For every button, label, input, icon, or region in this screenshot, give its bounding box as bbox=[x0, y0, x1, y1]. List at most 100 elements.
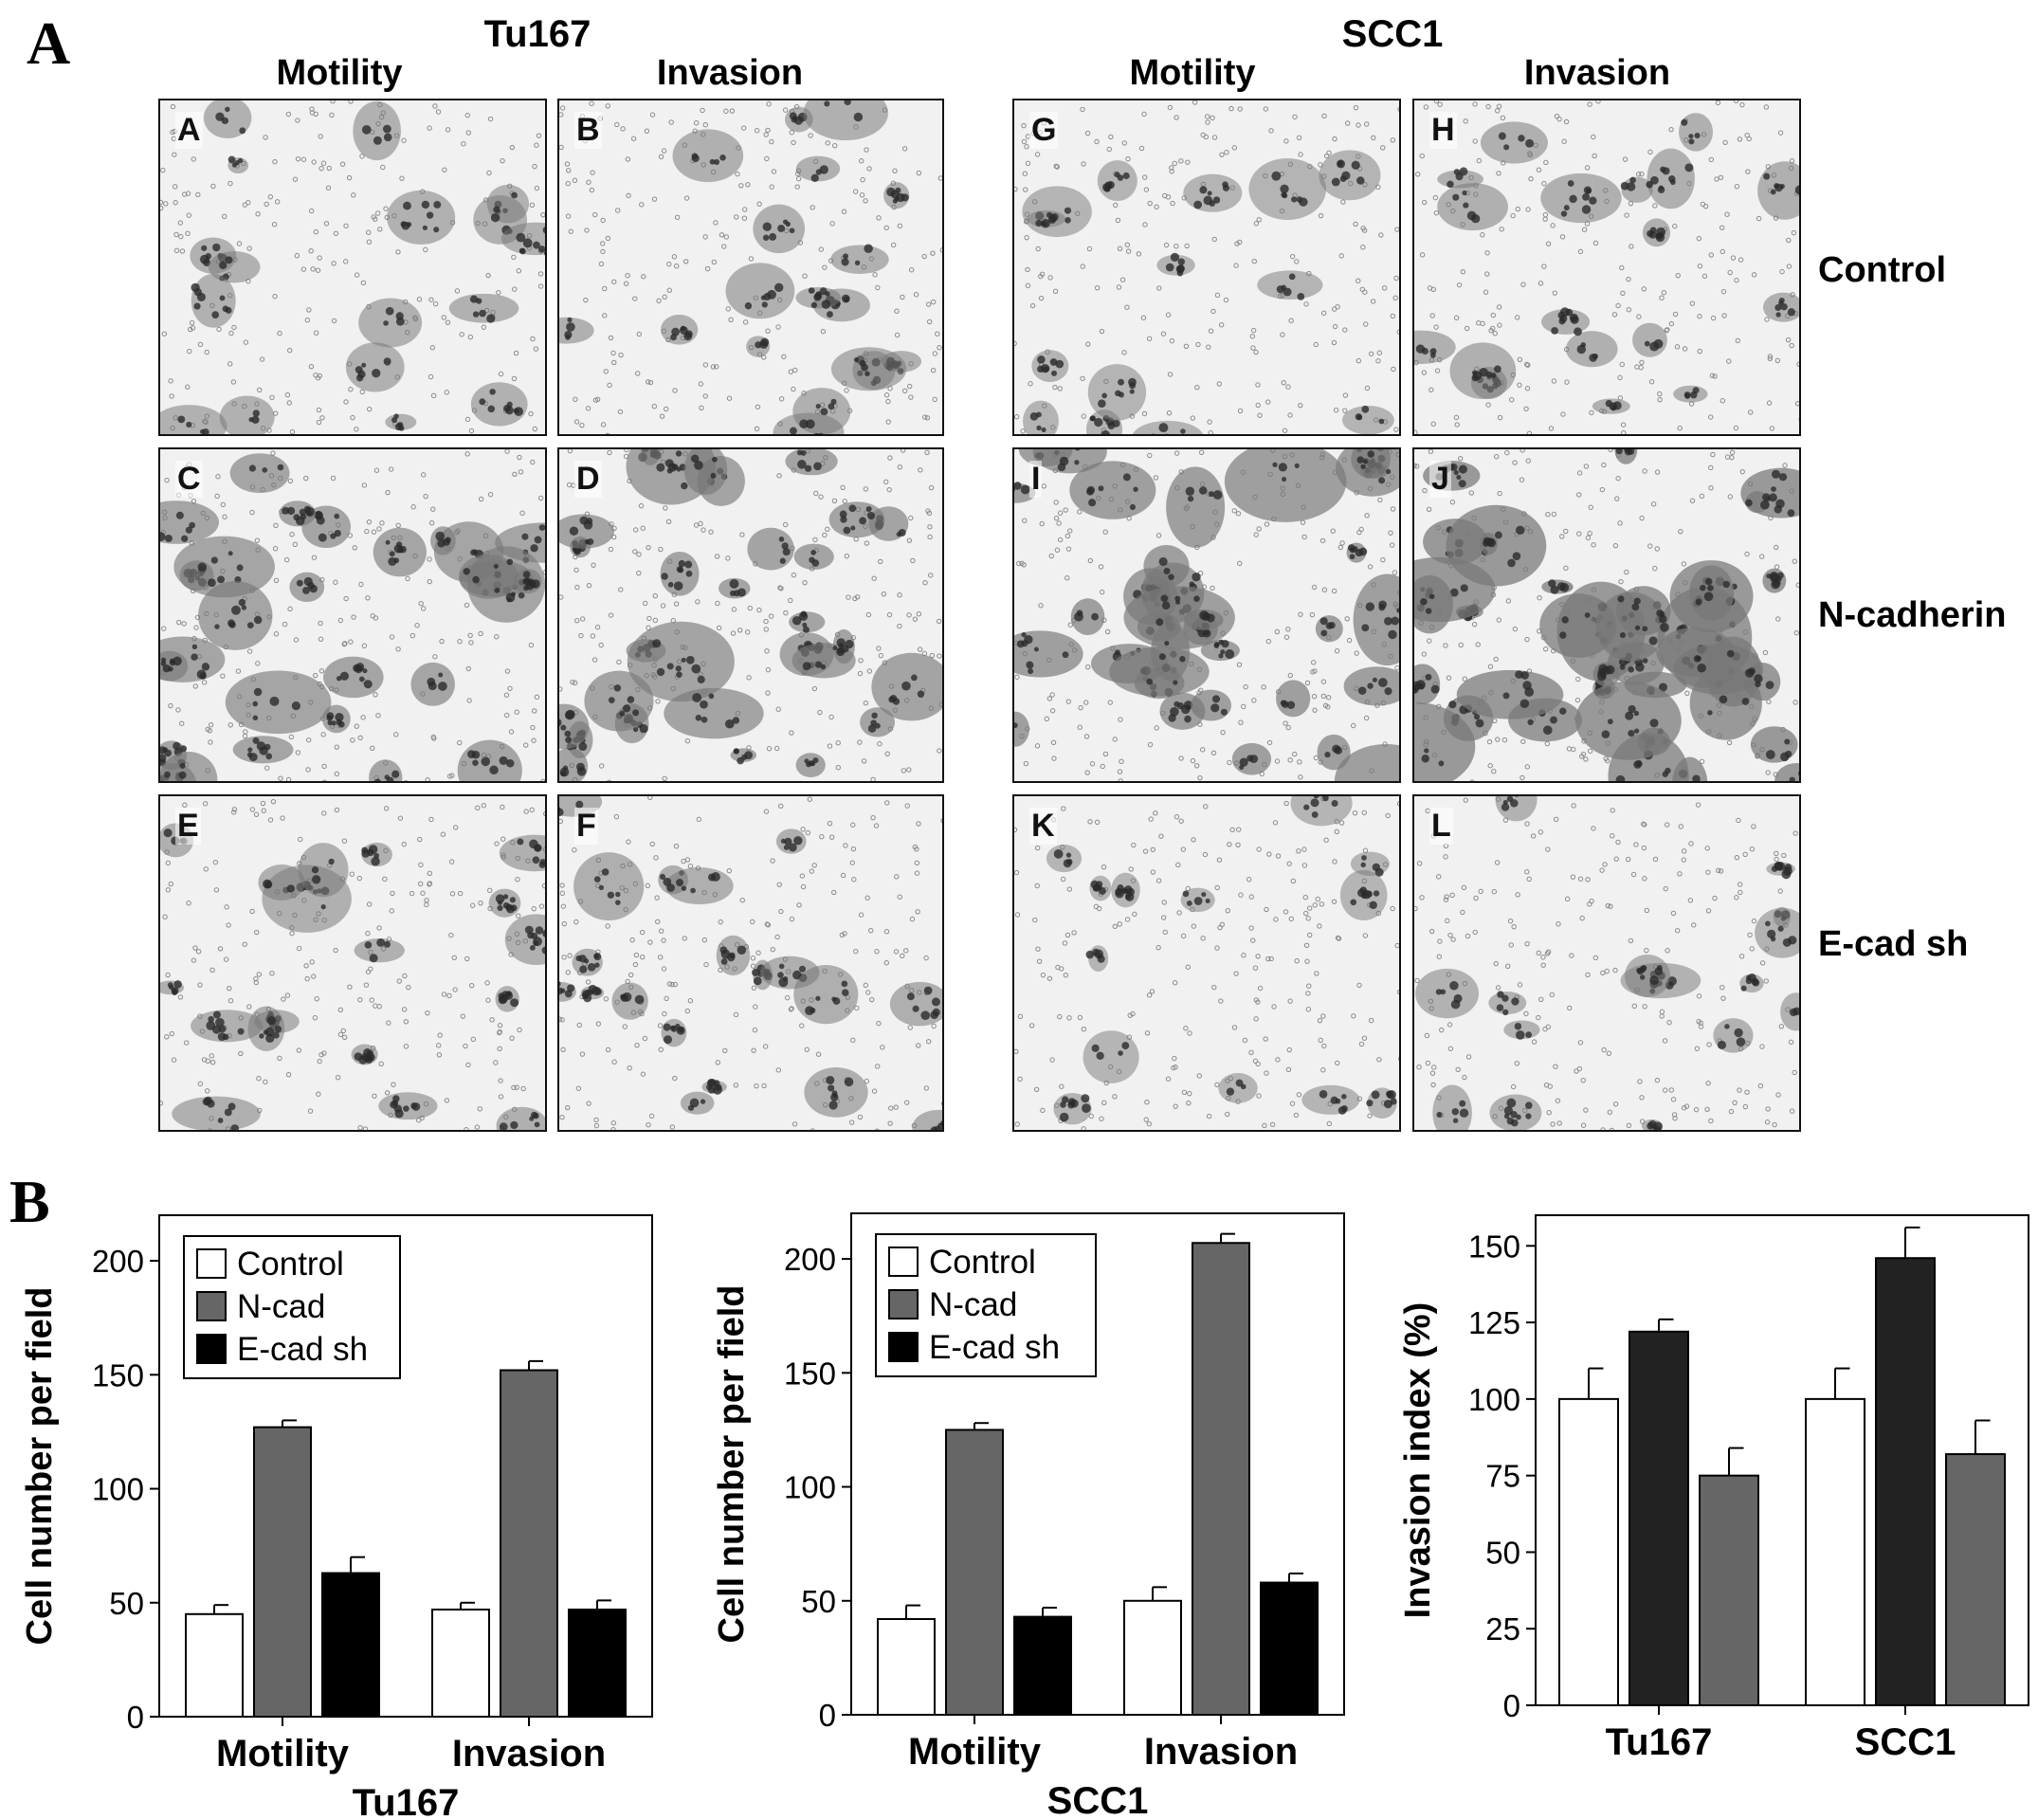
col-title-scc1-invasion: Invasion bbox=[1523, 53, 1671, 93]
y-tick-label: 75 bbox=[1485, 1459, 1520, 1494]
micrograph-b: B bbox=[557, 99, 944, 436]
legend-swatch bbox=[888, 1247, 919, 1277]
y-tick-label: 50 bbox=[109, 1586, 144, 1621]
micrograph-texture bbox=[559, 100, 942, 434]
panel-a-letter: A bbox=[27, 9, 71, 77]
micrograph-texture bbox=[1414, 796, 1799, 1130]
x-tick-label: Motility bbox=[216, 1733, 350, 1774]
row-label-n-cadherin: N-cadherin bbox=[1818, 595, 2007, 635]
x-tick-label: Invasion bbox=[452, 1733, 606, 1774]
row-label-e-cad-sh: E-cad sh bbox=[1818, 924, 1969, 964]
x-tick-label: SCC1 bbox=[1855, 1721, 1956, 1763]
y-tick-label: 150 bbox=[784, 1356, 836, 1391]
bar bbox=[1629, 1330, 1689, 1706]
y-tick-label: 25 bbox=[1485, 1611, 1520, 1647]
y-tick-label: 150 bbox=[92, 1357, 144, 1392]
micrograph-h: H bbox=[1412, 99, 1801, 436]
micrograph-texture bbox=[559, 449, 942, 781]
x-tick-label: Invasion bbox=[1144, 1731, 1298, 1773]
micrograph-texture bbox=[160, 100, 545, 434]
bar bbox=[1805, 1397, 1865, 1706]
y-tick-label: 200 bbox=[784, 1242, 836, 1277]
micrograph-letter: E bbox=[175, 808, 201, 845]
micrograph-letter: H bbox=[1429, 112, 1457, 149]
bar bbox=[568, 1608, 627, 1718]
x-tick-label: Tu167 bbox=[1606, 1721, 1713, 1763]
micrograph-texture bbox=[1414, 449, 1799, 781]
micrograph-i: I bbox=[1012, 447, 1401, 783]
legend-entry: E-cad sh bbox=[237, 1331, 368, 1368]
bar bbox=[945, 1429, 1004, 1716]
col-title-tu167-motility: Motility bbox=[276, 53, 403, 93]
x-tick-label: Motility bbox=[908, 1731, 1042, 1773]
y-axis-label: Invasion index (%) bbox=[1398, 1302, 1438, 1619]
micrograph-texture bbox=[1414, 100, 1799, 434]
x-axis-label: SCC1 bbox=[1047, 1780, 1149, 1820]
legend-entry: N-cad bbox=[237, 1288, 325, 1325]
micrograph-letter: J bbox=[1429, 461, 1451, 498]
legend-swatch bbox=[196, 1248, 227, 1279]
micrograph-letter: A bbox=[175, 112, 203, 149]
bar bbox=[877, 1618, 936, 1716]
legend-swatch bbox=[888, 1289, 919, 1320]
micrograph-letter: C bbox=[175, 461, 203, 498]
micrograph-letter: G bbox=[1029, 112, 1059, 149]
micrograph-letter: D bbox=[574, 461, 602, 498]
x-axis-label: Tu167 bbox=[353, 1782, 460, 1820]
y-tick-label: 100 bbox=[784, 1470, 836, 1505]
bar bbox=[500, 1369, 558, 1718]
legend-entry: Control bbox=[929, 1244, 1036, 1281]
micrograph-texture bbox=[1014, 449, 1399, 781]
micrograph-a: A bbox=[158, 99, 547, 436]
y-tick-label: 200 bbox=[92, 1244, 144, 1279]
bar bbox=[1192, 1242, 1250, 1716]
micrograph-f: F bbox=[557, 794, 944, 1132]
plot-frame bbox=[850, 1212, 1345, 1716]
micrograph-letter: B bbox=[574, 112, 602, 149]
col-title-tu167-invasion: Invasion bbox=[656, 53, 804, 93]
bar bbox=[321, 1572, 380, 1718]
micrograph-j: J bbox=[1412, 447, 1801, 783]
micrograph-d: D bbox=[557, 447, 944, 783]
bar bbox=[431, 1608, 490, 1718]
bar bbox=[1013, 1615, 1072, 1717]
y-tick-label: 100 bbox=[92, 1472, 144, 1507]
micrograph-letter: I bbox=[1029, 461, 1043, 498]
plot-frame bbox=[158, 1214, 653, 1718]
micrograph-letter: L bbox=[1429, 808, 1453, 845]
bar bbox=[1558, 1397, 1619, 1706]
y-tick-label: 100 bbox=[1468, 1382, 1520, 1417]
group-title-scc1: SCC1 bbox=[1341, 13, 1444, 55]
legend-entry: Control bbox=[237, 1246, 344, 1283]
legend-entry: E-cad sh bbox=[929, 1329, 1060, 1366]
micrograph-c: C bbox=[158, 447, 547, 783]
group-title-tu167: Tu167 bbox=[483, 13, 591, 55]
micrograph-l: L bbox=[1412, 794, 1801, 1132]
micrograph-texture bbox=[559, 796, 942, 1130]
chart-invasion-index: 0 25 50 75 100 125 150 Invasion index (%) Tu167 S… bbox=[1398, 1214, 2029, 1763]
y-tick-label: 50 bbox=[1485, 1535, 1520, 1570]
micrograph-e: E bbox=[158, 794, 547, 1132]
bar bbox=[1875, 1257, 1936, 1707]
col-title-scc1-motility: Motility bbox=[1129, 53, 1256, 93]
legend-swatch bbox=[196, 1291, 227, 1321]
micrograph-letter: F bbox=[574, 808, 598, 845]
legend-swatch bbox=[888, 1332, 919, 1362]
row-label-control: Control bbox=[1818, 250, 1947, 290]
micrograph-letter: K bbox=[1029, 808, 1057, 845]
y-tick-label: 0 bbox=[819, 1698, 836, 1733]
y-tick-label: 50 bbox=[801, 1584, 836, 1619]
micrograph-texture bbox=[1014, 796, 1399, 1130]
y-tick-label: 0 bbox=[127, 1700, 144, 1735]
chart-tu167-cell-number: 0 50 100 150 200 Cell number per field Motilit… bbox=[20, 1214, 653, 1820]
micrograph-k: K bbox=[1012, 794, 1401, 1132]
chart-scc1-cell-number: 0 50 100 150 200 Cell number per field Motilit… bbox=[712, 1212, 1345, 1820]
micrograph-g: G bbox=[1012, 99, 1401, 436]
y-tick-label: 150 bbox=[1468, 1228, 1520, 1264]
bar bbox=[1123, 1599, 1182, 1717]
bar bbox=[1260, 1581, 1319, 1717]
y-tick-label: 125 bbox=[1468, 1305, 1520, 1340]
micrograph-texture bbox=[160, 449, 545, 781]
bar bbox=[185, 1612, 244, 1718]
y-axis-label: Cell number per field bbox=[712, 1285, 752, 1644]
